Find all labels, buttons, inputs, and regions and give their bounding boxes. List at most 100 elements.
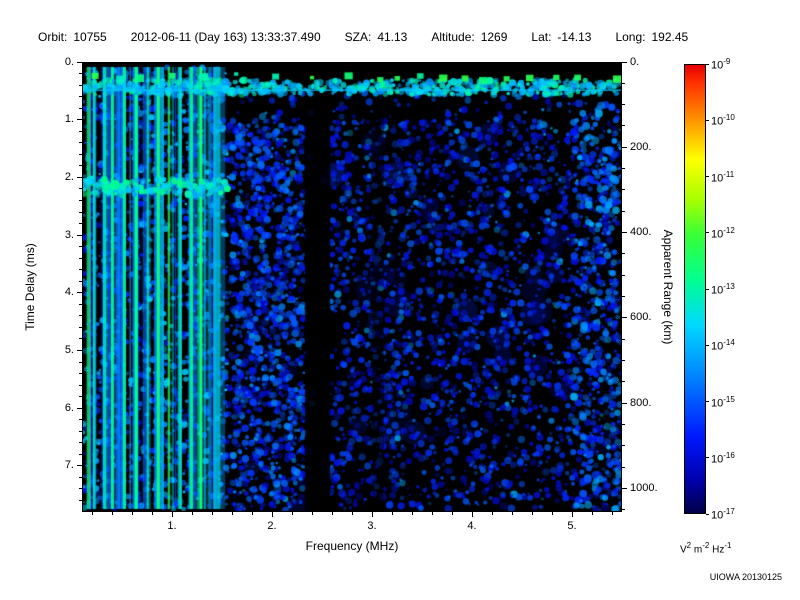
- y-axis-left-minor-tick: [79, 246, 82, 248]
- x-axis-minor-tick: [131, 512, 133, 515]
- y-axis-right-minor-tick: [622, 189, 625, 191]
- y-axis-left-minor-tick: [79, 476, 82, 478]
- y-axis-left-minor-tick: [79, 153, 82, 155]
- y-axis-left-major-tick: [77, 176, 82, 178]
- header-altitude: Altitude: 1269: [431, 30, 507, 44]
- colorbar-tick: [706, 176, 709, 177]
- y-axis-right-minor-tick: [622, 253, 625, 255]
- colorbar-tick-label: 10-10: [711, 113, 735, 128]
- y-axis-right-minor-tick: [622, 104, 625, 106]
- x-axis-major-tick: [271, 512, 273, 517]
- y-axis-left-minor-tick: [79, 142, 82, 144]
- header-sza: SZA: 41.13: [345, 30, 408, 44]
- x-axis-minor-tick: [151, 512, 153, 515]
- y-axis-right-major-tick: [622, 146, 627, 148]
- y-axis-right-major-tick: [622, 232, 627, 234]
- colorbar-tick: [706, 344, 709, 346]
- x-axis-minor-tick: [511, 512, 513, 515]
- colorbar-tick-label: 10-15: [711, 394, 735, 410]
- colorbar-unit-label: V2 m-2 Hz-1: [680, 541, 732, 556]
- orbit-label: Orbit:: [38, 30, 68, 44]
- colorbar-tick-label: 10-9: [711, 57, 731, 72]
- x-axis-tick-label: 3.: [367, 520, 377, 532]
- y-axis-left-minor-tick: [79, 499, 82, 501]
- x-axis-minor-tick: [211, 512, 213, 515]
- orbit-value: 10755: [73, 30, 107, 44]
- y-axis-left-major-tick: [77, 349, 82, 351]
- y-axis-left-minor-tick: [79, 430, 82, 432]
- y-axis-left-tick-label: 7.: [64, 459, 74, 472]
- colorbar-tick-label: 10-16: [711, 450, 735, 466]
- y-axis-left-minor-tick: [79, 315, 82, 317]
- y-axis-left-minor-tick: [79, 488, 82, 490]
- y-axis-left-tick-label: 1.: [64, 113, 74, 126]
- y-axis-right-minor-tick: [622, 82, 625, 84]
- x-axis-title: Frequency (MHz): [305, 539, 399, 553]
- x-axis-minor-tick: [251, 512, 253, 515]
- lat-label: Lat:: [531, 30, 552, 44]
- y-axis-left-tick-label: 3.: [64, 228, 74, 241]
- y-axis-left-minor-tick: [79, 165, 82, 167]
- y-axis-left-major-tick: [77, 234, 82, 236]
- long-value: 192.45: [651, 30, 689, 44]
- x-axis-minor-tick: [111, 512, 113, 515]
- y-axis-left-minor-tick: [79, 373, 82, 375]
- x-axis-minor-tick: [591, 512, 593, 515]
- y-axis-right-minor-tick: [622, 168, 625, 170]
- x-axis-tick-label: 1.: [167, 520, 177, 532]
- y-axis-right-major-tick: [622, 402, 627, 404]
- y-axis-left-major-tick: [77, 407, 82, 409]
- long-label: Long:: [615, 30, 646, 44]
- y-axis-left-major-tick: [77, 119, 82, 121]
- altitude-label: Altitude:: [431, 30, 475, 44]
- y-axis-title-left: Time Delay (ms): [23, 243, 37, 331]
- colorbar-tick: [706, 232, 709, 234]
- colorbar-tick-label: 10-12: [711, 225, 735, 241]
- y-axis-right-tick-label: 0.: [630, 55, 640, 68]
- y-axis-right-major-tick: [622, 61, 627, 63]
- y-axis-right-tick-label: 800.: [630, 396, 652, 409]
- y-axis-right-tick-label: 600.: [630, 311, 652, 324]
- y-axis-left-minor-tick: [79, 396, 82, 398]
- header-orbit: Orbit: 10755: [38, 30, 107, 44]
- y-axis-left-minor-tick: [79, 130, 82, 132]
- x-axis-minor-tick: [331, 512, 333, 515]
- y-axis-left-tick-label: 5.: [64, 343, 74, 356]
- x-axis-major-tick: [371, 512, 373, 517]
- y-axis-left-minor-tick: [79, 84, 82, 86]
- colorbar-tick: [706, 119, 709, 121]
- y-axis-left-tick-label: 2.: [64, 170, 74, 183]
- plot-area: [82, 62, 622, 512]
- colorbar-tick: [706, 288, 709, 290]
- y-axis-left-minor-tick: [79, 303, 82, 305]
- colorbar-tick: [706, 63, 709, 65]
- x-axis-minor-tick: [91, 512, 93, 515]
- y-axis-left-minor-tick: [79, 361, 82, 363]
- x-axis-minor-tick: [191, 512, 193, 515]
- colorbar: [684, 64, 706, 514]
- x-axis-minor-tick: [351, 512, 353, 515]
- y-axis-left-minor-tick: [79, 188, 82, 190]
- x-axis-minor-tick: [431, 512, 433, 515]
- y-axis-right-minor-tick: [622, 296, 625, 298]
- y-axis-left-minor-tick: [79, 269, 82, 271]
- y-axis-left-tick-label: 0.: [64, 55, 74, 68]
- x-axis-minor-tick: [531, 512, 533, 515]
- y-axis-left-tick-label: 4.: [64, 286, 74, 299]
- x-axis-minor-tick: [411, 512, 413, 515]
- datetime-value: 2012-06-11 (Day 163) 13:33:37.490: [130, 30, 321, 44]
- y-axis-left-minor-tick: [79, 338, 82, 340]
- y-axis-left-minor-tick: [79, 211, 82, 213]
- y-axis-left-tick-label: 6.: [64, 401, 74, 414]
- y-axis-right-tick-label: 200.: [630, 140, 652, 153]
- y-axis-left-minor-tick: [79, 280, 82, 282]
- y-axis-right-minor-tick: [622, 381, 625, 383]
- y-axis-left-major-tick: [77, 292, 82, 294]
- colorbar-tick-label: 10-11: [711, 169, 735, 185]
- colorbar-tick-label: 10-14: [711, 338, 735, 353]
- lat-value: -14.13: [557, 30, 592, 44]
- y-axis-left-minor-tick: [79, 384, 82, 386]
- x-axis-tick-label: 5.: [567, 520, 577, 532]
- y-axis-left-minor-tick: [79, 419, 82, 421]
